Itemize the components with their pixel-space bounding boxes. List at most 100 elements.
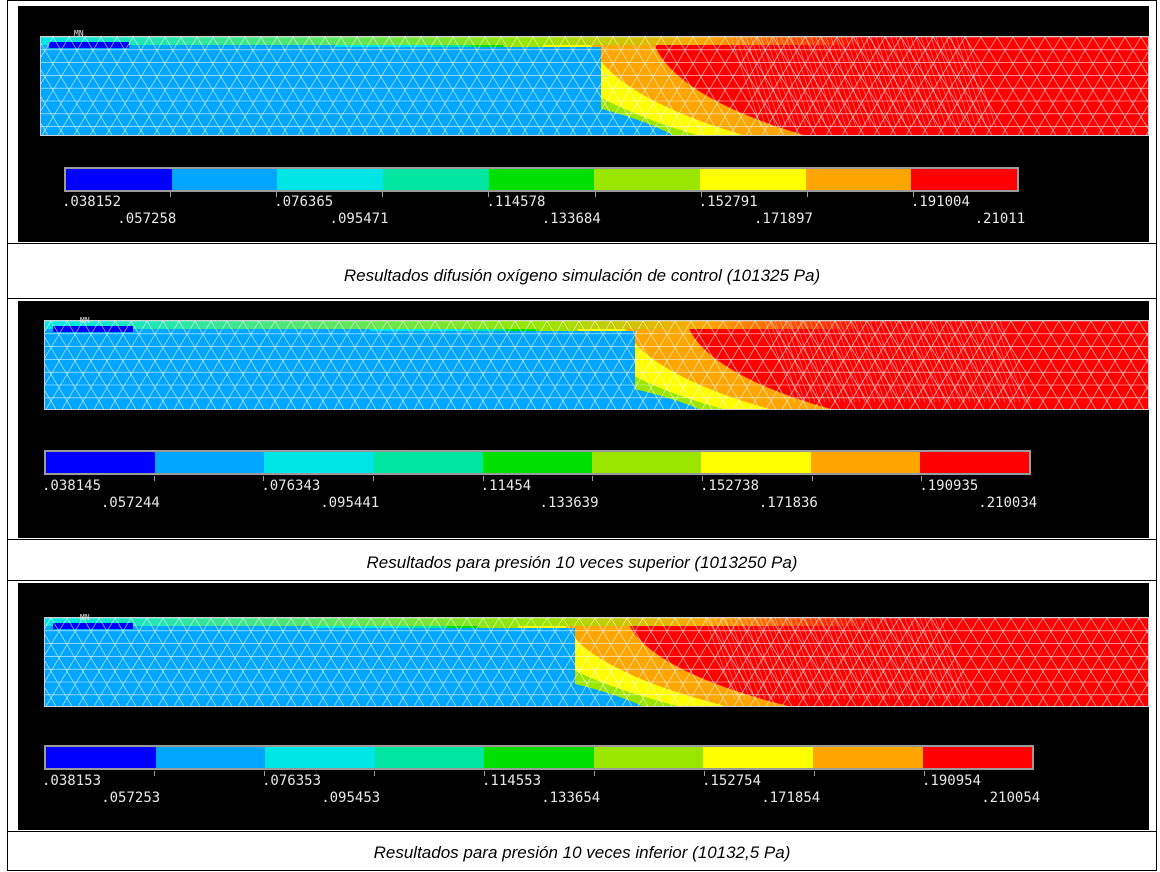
colorbar-tick xyxy=(382,192,384,197)
mesh-refinement xyxy=(704,618,971,700)
colorbar-swatch xyxy=(374,747,485,768)
colorbar-swatch xyxy=(701,452,811,473)
min-marker-low-pressure: MN xyxy=(80,613,90,622)
row-divider xyxy=(7,580,1157,581)
mesh-refinement xyxy=(730,37,997,128)
colorbar-swatch xyxy=(277,169,384,190)
caption-control: Resultados difusión oxígeno simulación d… xyxy=(343,266,821,285)
colorbar-tick xyxy=(264,771,265,776)
row-divider xyxy=(7,298,1157,299)
colorbar-swatch xyxy=(383,169,489,190)
colorbar-label: .11454 xyxy=(480,478,532,494)
colorbar-tick xyxy=(484,771,485,776)
colorbar-label: .095471 xyxy=(329,211,389,227)
colorbar-swatch xyxy=(703,747,813,768)
row-divider xyxy=(7,539,1157,540)
colorbar-swatch xyxy=(482,452,593,473)
colorbar-control xyxy=(64,167,1019,192)
colorbar-swatch xyxy=(593,747,704,768)
panel-high-pressure: MN .038145.057244 .076343.095441 .11454 .13… xyxy=(18,301,1149,538)
colorbar-label: .114553 xyxy=(482,773,542,789)
min-marker-high-pressure: MN xyxy=(80,316,90,325)
colorbar-label: .038152 xyxy=(62,194,122,210)
contour-band xyxy=(686,321,1148,409)
caption-low-pressure: Resultados para presión 10 veces inferio… xyxy=(373,843,791,862)
colorbar-swatch xyxy=(265,747,375,768)
colorbar-label: .21011 xyxy=(974,211,1026,227)
contour-svg-control xyxy=(41,37,1148,135)
colorbar-tick xyxy=(153,476,155,481)
colorbar-high-pressure xyxy=(44,450,1031,475)
colorbar-label: .133639 xyxy=(539,495,599,511)
colorbar-label: .076343 xyxy=(261,478,321,494)
colorbar-tick xyxy=(921,476,923,481)
colorbar-label: .095441 xyxy=(320,495,380,511)
minimum-region xyxy=(49,42,129,48)
colorbar-label: .057258 xyxy=(117,211,177,227)
colorbar-label: .133684 xyxy=(541,211,601,227)
contour-band xyxy=(652,37,1148,135)
contour-band xyxy=(41,47,601,135)
colorbar-swatch xyxy=(805,169,912,190)
colorbar-label: .076353 xyxy=(262,773,322,789)
colorbar-label: .057244 xyxy=(100,495,160,511)
mesh-lines xyxy=(45,321,1148,409)
colorbar-tick xyxy=(924,771,925,776)
colorbar-tick xyxy=(700,192,702,197)
colorbar-low-pressure xyxy=(44,745,1034,770)
colorbar-tick xyxy=(170,192,172,197)
colorbar-label: .152754 xyxy=(702,773,762,789)
colorbar-swatch xyxy=(922,747,1033,768)
contour-svg-high-pressure xyxy=(45,321,1148,409)
colorbar-label: .191004 xyxy=(910,194,970,210)
colorbar-label: .095453 xyxy=(321,790,381,806)
contour-plot-high-pressure xyxy=(44,320,1149,410)
colorbar-swatch xyxy=(373,452,483,473)
colorbar-tick xyxy=(811,476,813,481)
mesh-lines xyxy=(45,618,1148,706)
colorbar-label: .152738 xyxy=(700,478,760,494)
colorbar-swatch xyxy=(484,747,594,768)
colorbar-swatch xyxy=(46,747,156,768)
colorbar-swatch xyxy=(488,169,595,190)
panel-control: MN .038152.057258.076365.095471.114578.1… xyxy=(18,6,1149,242)
min-marker-control: MN xyxy=(74,29,84,38)
colorbar-label: .210034 xyxy=(978,495,1038,511)
colorbar-tick xyxy=(594,192,596,197)
colorbar-swatch xyxy=(46,452,156,473)
colorbar-swatch xyxy=(812,747,923,768)
colorbar-label: .171836 xyxy=(758,495,818,511)
colorbar-swatch xyxy=(155,452,265,473)
colorbar-swatch xyxy=(810,452,920,473)
contour-svg-low-pressure xyxy=(45,618,1148,706)
colorbar-swatch xyxy=(919,452,1029,473)
colorbar-label: .210054 xyxy=(981,790,1041,806)
colorbar-swatch xyxy=(155,747,266,768)
colorbar-label: .076365 xyxy=(274,194,334,210)
colorbar-tick xyxy=(702,476,703,481)
colorbar-tick xyxy=(592,476,594,481)
colorbar-label: .171897 xyxy=(753,211,813,227)
colorbar-label: .038145 xyxy=(42,478,102,494)
minimum-region xyxy=(53,623,133,629)
colorbar-label: .190954 xyxy=(922,773,982,789)
colorbar-tick xyxy=(374,771,375,776)
colorbar-tick xyxy=(912,192,914,197)
colorbar-label: .114578 xyxy=(486,194,546,210)
caption-high-pressure: Resultados para presión 10 veces superio… xyxy=(366,553,798,572)
top-boundary-gradient xyxy=(41,37,1148,45)
colorbar-label: .171854 xyxy=(761,790,821,806)
colorbar-label: .133654 xyxy=(541,790,601,806)
colorbar-tick xyxy=(373,476,374,481)
colorbar-swatch xyxy=(700,169,806,190)
minimum-region xyxy=(53,326,133,332)
colorbar-label: .057253 xyxy=(101,790,161,806)
top-boundary-gradient xyxy=(45,618,1148,626)
colorbar-swatch xyxy=(911,169,1018,190)
contour-plot-control xyxy=(40,36,1149,136)
colorbar-swatch xyxy=(171,169,278,190)
colorbar-tick xyxy=(263,476,265,481)
panel-low-pressure: MN .038153.057253.076353.095453.114553.1… xyxy=(18,583,1149,830)
colorbar-tick xyxy=(704,771,705,776)
colorbar-swatch xyxy=(594,169,701,190)
